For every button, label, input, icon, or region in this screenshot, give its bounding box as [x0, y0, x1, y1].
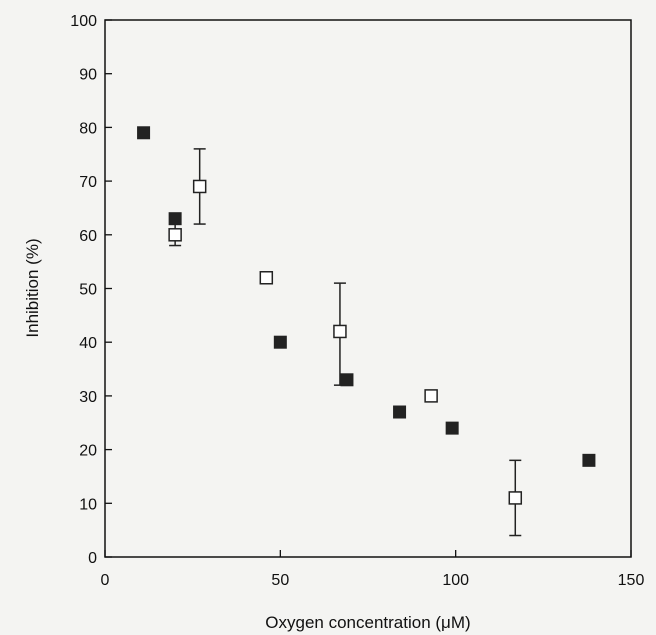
y-tick-label: 70 — [79, 174, 97, 191]
filled-square-point — [168, 212, 182, 226]
filled-square-point — [393, 405, 407, 419]
open-square-point — [508, 491, 523, 505]
open-square-point — [259, 271, 274, 285]
open-square-point — [424, 389, 438, 403]
y-axis-label: Inhibition (%) — [23, 238, 42, 337]
open-square-point — [192, 179, 207, 194]
x-tick-label: 150 — [618, 572, 645, 589]
data-points — [137, 126, 596, 505]
filled-square-point — [137, 126, 151, 140]
filled-square-point — [445, 421, 459, 435]
x-tick-label: 50 — [271, 572, 289, 589]
y-tick-label: 0 — [88, 550, 97, 567]
x-tick-label: 100 — [442, 572, 469, 589]
y-axis-ticks: 0 10 20 30 40 50 60 70 80 90 100 — [70, 13, 112, 567]
error-bars — [169, 148, 522, 537]
filled-square-point — [273, 335, 287, 349]
open-square-point — [168, 228, 182, 242]
open-square-point — [333, 324, 347, 339]
x-axis-label: Oxygen concentration (μM) — [265, 613, 470, 632]
plot-frame — [104, 19, 632, 558]
y-tick-label: 80 — [79, 120, 97, 137]
y-tick-label: 60 — [79, 228, 97, 245]
x-axis-ticks: 0 50 100 150 — [101, 550, 645, 589]
y-tick-label: 40 — [79, 335, 97, 352]
x-tick-label: 0 — [101, 572, 110, 589]
y-tick-label: 30 — [79, 389, 97, 406]
filled-square-point — [340, 373, 354, 387]
y-tick-label: 90 — [79, 67, 97, 84]
y-tick-label: 100 — [70, 13, 97, 30]
filled-square-point — [582, 453, 596, 467]
y-tick-label: 10 — [79, 496, 97, 513]
y-tick-label: 50 — [79, 282, 97, 299]
y-tick-label: 20 — [79, 443, 97, 460]
